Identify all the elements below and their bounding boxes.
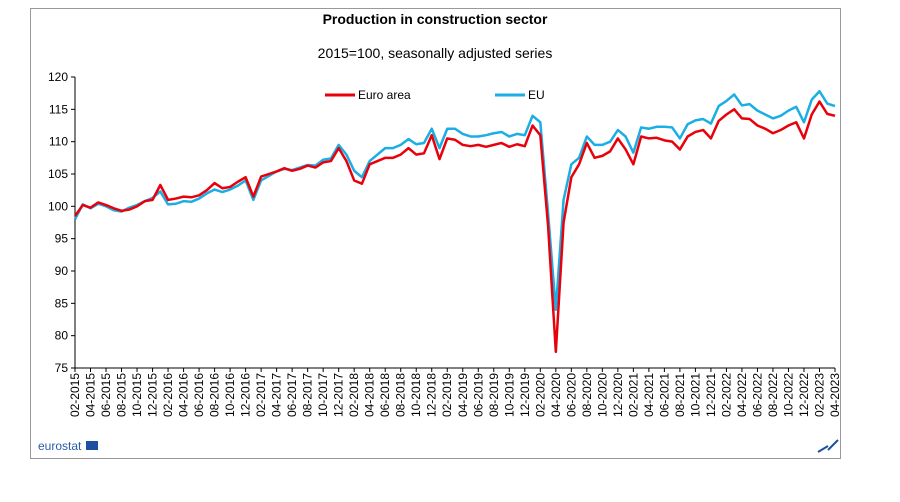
x-tick-label: 10-2021 [688,373,702,417]
x-tick-label: 12-2019 [518,373,532,417]
x-tick-label: 10-2022 [781,373,795,417]
series-line [73,100,836,354]
y-tick-label: 115 [49,102,68,116]
x-tick-label: 02-2023 [812,373,826,417]
x-tick-label: 08-2018 [394,373,408,417]
x-tick-label: 04-2016 [177,373,191,417]
x-tick-label: 10-2015 [130,373,144,417]
x-tick-label: 04-2022 [735,373,749,417]
chart-title: Production in construction sector [323,11,548,27]
x-tick-label: 02-2020 [533,373,547,417]
x-tick-label: 10-2017 [316,373,330,417]
x-tick-label: 08-2022 [766,373,780,417]
x-tick-label: 06-2022 [750,373,764,417]
x-tick-label: 08-2021 [673,373,687,417]
x-tick-label: 12-2020 [611,373,625,417]
x-tick-label: 08-2017 [301,373,315,417]
eu-flag [86,441,98,450]
x-tick-label: 06-2017 [285,373,299,417]
x-tick-label: 02-2016 [161,373,175,417]
y-tick-label: 75 [55,361,69,375]
source-logo: eurostat [38,439,82,453]
y-tick-label: 105 [48,167,68,181]
x-tick-label: 08-2016 [208,373,222,417]
x-tick-label: 10-2020 [595,373,609,417]
x-tick-label: 12-2017 [332,373,346,417]
x-tick-label: 08-2020 [580,373,594,417]
x-tick-label: 02-2019 [440,373,454,417]
x-tick-label: 02-2022 [719,373,733,417]
x-tick-label: 06-2015 [99,373,113,417]
y-tick-label: 80 [55,329,69,343]
x-tick-label: 12-2022 [797,373,811,417]
x-tick-label: 02-2018 [347,373,361,417]
x-tick-label: 04-2019 [456,373,470,417]
chart-subtitle: 2015=100, seasonally adjusted series [318,45,553,61]
y-tick-label: 95 [55,232,69,246]
x-tick-label: 04-2021 [642,373,656,417]
x-tick-label: 04-2017 [270,373,284,417]
y-tick-label: 85 [55,296,69,310]
legend-label: Euro area [358,88,411,102]
legend-label: EU [528,88,545,102]
chart-frame [30,8,841,459]
x-tick-label: 12-2015 [146,373,160,417]
x-tick-label: 02-2021 [626,373,640,417]
x-tick-label: 12-2021 [704,373,718,417]
x-tick-label: 08-2015 [115,373,129,417]
x-tick-label: 06-2019 [471,373,485,417]
x-tick-label: 04-2015 [84,373,98,417]
x-tick-label: 04-2018 [363,373,377,417]
x-tick-label: 06-2016 [192,373,206,417]
logo-mark [817,439,839,453]
x-tick-label: 04-2020 [549,373,563,417]
x-tick-label: 10-2018 [409,373,423,417]
x-tick-label: 10-2016 [223,373,237,417]
x-tick-label: 10-2019 [502,373,516,417]
x-tick-label: 08-2019 [487,373,501,417]
x-tick-label: 12-2018 [425,373,439,417]
x-tick-label: 06-2021 [657,373,671,417]
y-tick-label: 90 [55,264,69,278]
y-tick-label: 120 [48,70,68,84]
x-tick-label: 06-2018 [378,373,392,417]
x-tick-label: 06-2020 [564,373,578,417]
x-tick-label: 12-2016 [239,373,253,417]
y-tick-label: 110 [49,135,68,149]
x-tick-label: 02-2015 [68,373,82,417]
x-tick-label: 04-2023 [828,373,842,417]
y-tick-label: 100 [48,199,68,213]
x-tick-label: 02-2017 [254,373,268,417]
series-line [73,89,836,312]
